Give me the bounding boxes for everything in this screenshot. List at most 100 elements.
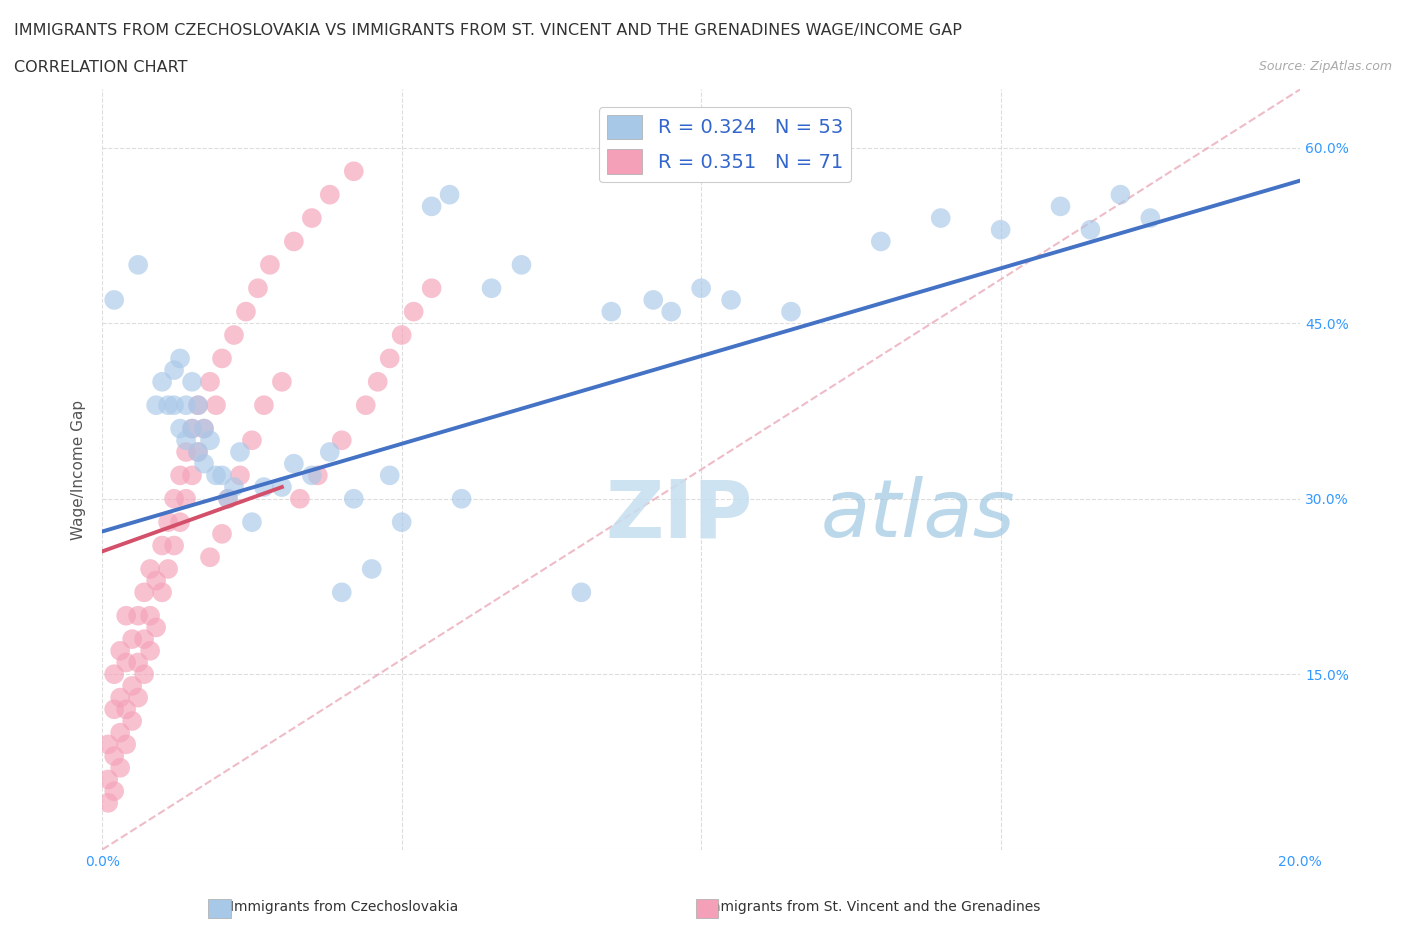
Point <box>198 550 221 565</box>
Point <box>301 210 323 225</box>
Point <box>198 375 221 390</box>
Point <box>115 737 138 751</box>
Point <box>187 445 209 459</box>
Point <box>222 327 245 342</box>
Point <box>270 480 292 495</box>
Point <box>121 631 143 646</box>
Point <box>360 562 382 577</box>
Point <box>145 398 167 413</box>
Point <box>108 725 131 740</box>
Point <box>174 491 197 506</box>
Point <box>869 234 891 249</box>
Point <box>139 644 162 658</box>
Point <box>391 514 413 529</box>
Point <box>1109 187 1132 202</box>
Point <box>103 293 125 308</box>
Point <box>240 432 263 447</box>
Point <box>307 468 329 483</box>
Point <box>187 398 209 413</box>
Point <box>145 573 167 588</box>
Point <box>288 491 311 506</box>
Point <box>222 480 245 495</box>
Point <box>134 585 156 600</box>
Point <box>246 281 269 296</box>
Point <box>103 784 125 799</box>
Point <box>205 468 228 483</box>
Point <box>367 375 389 390</box>
Text: CORRELATION CHART: CORRELATION CHART <box>14 60 187 75</box>
Point <box>157 398 180 413</box>
Point <box>169 514 191 529</box>
Point <box>259 258 281 272</box>
Point <box>253 480 276 495</box>
Point <box>253 398 276 413</box>
Point <box>115 702 138 717</box>
Point <box>319 445 342 459</box>
Point <box>510 258 533 272</box>
Point <box>157 514 180 529</box>
Point <box>193 421 215 436</box>
Point <box>97 795 120 810</box>
Point <box>115 608 138 623</box>
Point <box>235 304 257 319</box>
Point <box>127 690 149 705</box>
Point <box>720 293 742 308</box>
Point <box>1080 222 1102 237</box>
Point <box>181 468 204 483</box>
Point <box>181 375 204 390</box>
Point <box>450 491 472 506</box>
Point <box>211 526 233 541</box>
Text: IMMIGRANTS FROM CZECHOSLOVAKIA VS IMMIGRANTS FROM ST. VINCENT AND THE GRENADINES: IMMIGRANTS FROM CZECHOSLOVAKIA VS IMMIGR… <box>14 23 962 38</box>
Point <box>643 293 665 308</box>
Point <box>378 351 401 365</box>
Point <box>108 690 131 705</box>
Point <box>343 164 366 179</box>
Point <box>301 468 323 483</box>
Point <box>181 421 204 436</box>
Point <box>150 375 173 390</box>
Point <box>127 608 149 623</box>
Legend: R = 0.324   N = 53, R = 0.351   N = 71: R = 0.324 N = 53, R = 0.351 N = 71 <box>599 107 851 182</box>
Point <box>108 644 131 658</box>
Point <box>127 258 149 272</box>
Point <box>391 327 413 342</box>
Point <box>600 304 623 319</box>
Point <box>163 538 186 553</box>
Point <box>330 432 353 447</box>
Point <box>283 457 305 472</box>
Point <box>402 304 425 319</box>
Point <box>174 432 197 447</box>
Y-axis label: Wage/Income Gap: Wage/Income Gap <box>72 400 86 539</box>
Point <box>343 491 366 506</box>
Point <box>97 772 120 787</box>
Point <box>169 421 191 436</box>
Point <box>481 281 503 296</box>
Point <box>217 491 239 506</box>
Text: Immigrants from Czechoslovakia: Immigrants from Czechoslovakia <box>231 899 458 914</box>
Point <box>690 281 713 296</box>
Point <box>229 468 252 483</box>
Point <box>181 421 204 436</box>
Point <box>134 631 156 646</box>
Text: atlas: atlas <box>821 476 1015 554</box>
Point <box>205 398 228 413</box>
Point <box>211 351 233 365</box>
Point <box>134 667 156 682</box>
Point <box>150 585 173 600</box>
Point <box>150 538 173 553</box>
Point <box>127 655 149 670</box>
Point <box>139 608 162 623</box>
Point <box>240 514 263 529</box>
Point <box>420 199 443 214</box>
Point <box>270 375 292 390</box>
Point <box>145 620 167 635</box>
Point <box>187 398 209 413</box>
Point <box>174 398 197 413</box>
Point <box>187 445 209 459</box>
Point <box>990 222 1012 237</box>
Point <box>193 421 215 436</box>
Point <box>354 398 377 413</box>
Point <box>174 445 197 459</box>
Point <box>115 655 138 670</box>
Point <box>217 491 239 506</box>
